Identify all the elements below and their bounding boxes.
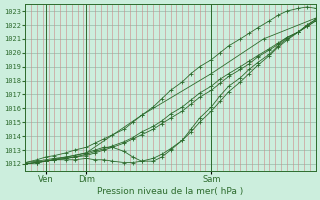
X-axis label: Pression niveau de la mer( hPa ): Pression niveau de la mer( hPa ): [98, 187, 244, 196]
